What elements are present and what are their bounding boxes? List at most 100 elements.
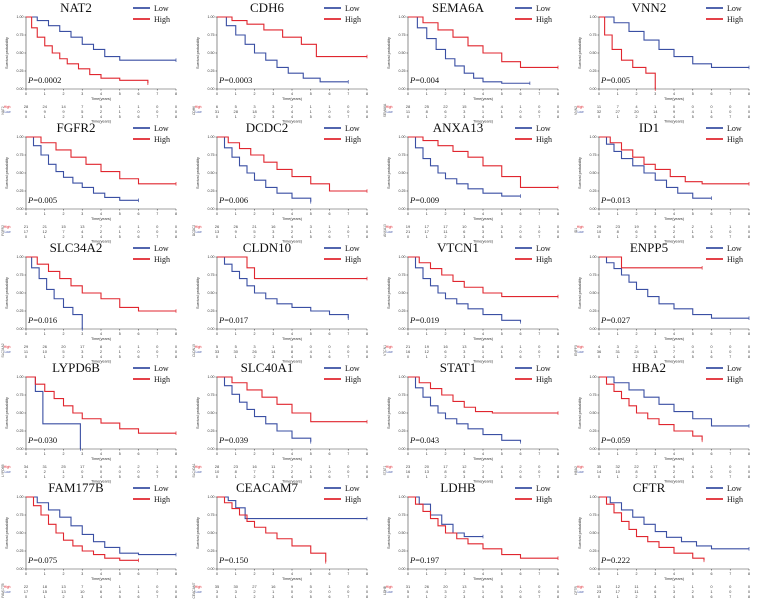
- risk-count-high: 0: [729, 104, 732, 109]
- risk-count-high: 0: [748, 224, 751, 229]
- y-tick-label: 1.00: [399, 255, 406, 259]
- risk-count-low: 8: [426, 109, 429, 114]
- risk-time-tick: 0: [216, 595, 218, 599]
- risk-count-low: 7: [62, 229, 65, 234]
- y-axis-label: Survival probability: [196, 517, 200, 549]
- risk-count-high: 2: [291, 104, 294, 109]
- x-tick-label: 4: [100, 452, 102, 456]
- risk-count-high: 7: [482, 464, 485, 469]
- risk-time-tick: 1: [235, 355, 237, 359]
- legend: Low High: [324, 4, 361, 24]
- risk-time-tick: 2: [636, 355, 638, 359]
- risk-count-high: 28: [406, 104, 411, 109]
- legend: Low High: [706, 364, 743, 384]
- legend-high-label: High: [345, 495, 361, 504]
- p-value: P=0.059: [600, 435, 630, 445]
- risk-count-high: 1: [156, 464, 159, 469]
- risk-count-low: 0: [538, 469, 541, 474]
- risk-time-tick: 7: [729, 355, 731, 359]
- risk-count-high: 4: [654, 584, 657, 589]
- risk-count-low: 15: [43, 589, 48, 594]
- legend-high-label: High: [154, 135, 170, 144]
- risk-time-tick: 8: [748, 355, 750, 359]
- risk-time-tick: 7: [347, 235, 349, 239]
- risk-count-high: 20: [443, 584, 448, 589]
- x-tick-label: 6: [138, 332, 140, 336]
- risk-time-tick: 6: [711, 355, 713, 359]
- risk-count-high: 13: [61, 584, 66, 589]
- risk-time-tick: 0: [25, 595, 27, 599]
- x-tick-label: 8: [175, 452, 177, 456]
- risk-count-high: 26: [234, 224, 239, 229]
- y-tick-label: 1.00: [208, 375, 215, 379]
- x-tick-label: 6: [711, 212, 713, 216]
- p-value-symbol: P: [600, 555, 606, 565]
- p-value-symbol: P: [27, 315, 33, 325]
- km-curve-high: [26, 256, 176, 312]
- y-tick-label: 0.75: [399, 33, 406, 37]
- risk-count-high: 0: [175, 104, 178, 109]
- risk-count-low: 6: [463, 469, 466, 474]
- risk-row-label-high: High: [577, 105, 584, 109]
- p-value: P=0.039: [218, 435, 248, 445]
- risk-count-low: 1: [328, 349, 331, 354]
- risk-count-high: 28: [24, 104, 29, 109]
- risk-count-low: 1: [119, 349, 122, 354]
- x-tick-label: 0: [25, 212, 27, 216]
- x-tick-label: 4: [291, 452, 293, 456]
- risk-count-low: 0: [310, 589, 313, 594]
- x-tick-label: 4: [482, 572, 484, 576]
- x-tick-label: 2: [254, 572, 256, 576]
- y-axis-label: Survival probability: [387, 397, 391, 429]
- p-value-number: =0.0003: [224, 75, 252, 85]
- x-tick-label: 7: [156, 332, 158, 336]
- x-tick-label: 3: [463, 572, 465, 576]
- risk-time-tick: 7: [347, 475, 349, 479]
- legend-low-label: Low: [727, 124, 742, 133]
- y-tick-label: 0.25: [590, 549, 597, 553]
- risk-time-tick: 6: [138, 355, 140, 359]
- gene-title: CFTR: [633, 480, 666, 495]
- risk-count-high: 9: [482, 584, 485, 589]
- y-tick-label: 0.00: [17, 87, 24, 91]
- risk-time-tick: 1: [235, 475, 237, 479]
- legend: Low High: [515, 244, 552, 264]
- risk-count-low: 0: [729, 589, 732, 594]
- legend-high-label: High: [345, 135, 361, 144]
- risk-time-tick: 0: [598, 115, 600, 119]
- x-tick-label: 5: [119, 572, 121, 576]
- x-tick-label: 6: [329, 212, 331, 216]
- legend: Low High: [706, 124, 743, 144]
- x-tick-label: 8: [557, 92, 559, 96]
- risk-count-low: 18: [252, 109, 257, 114]
- risk-count-low: 0: [729, 349, 732, 354]
- legend: Low High: [133, 244, 170, 264]
- risk-count-high: 1: [729, 224, 732, 229]
- risk-time-tick: 8: [557, 355, 559, 359]
- risk-count-low: 11: [634, 589, 639, 594]
- risk-time-tick: 4: [291, 355, 293, 359]
- risk-count-high: 1: [310, 104, 313, 109]
- y-tick-label: 0.25: [590, 189, 597, 193]
- x-tick-label: 8: [557, 332, 559, 336]
- risk-time-tick: 4: [482, 595, 484, 599]
- y-tick-label: 0.25: [208, 309, 215, 313]
- p-value: P=0.075: [27, 555, 57, 565]
- x-tick-label: 5: [501, 332, 503, 336]
- x-tick-label: 6: [711, 572, 713, 576]
- risk-count-low: 3: [25, 469, 28, 474]
- risk-count-high: 2: [692, 224, 695, 229]
- risk-count-low: 0: [538, 589, 541, 594]
- p-value-symbol: P: [600, 75, 606, 85]
- p-value-symbol: P: [409, 315, 415, 325]
- risk-count-high: 0: [347, 104, 350, 109]
- risk-count-low: 5: [654, 469, 657, 474]
- risk-gene-label: CFTR: [574, 585, 578, 594]
- risk-time-tick: 6: [711, 475, 713, 479]
- x-axis-label: Time(years): [91, 97, 112, 101]
- risk-count-low: 2: [673, 469, 676, 474]
